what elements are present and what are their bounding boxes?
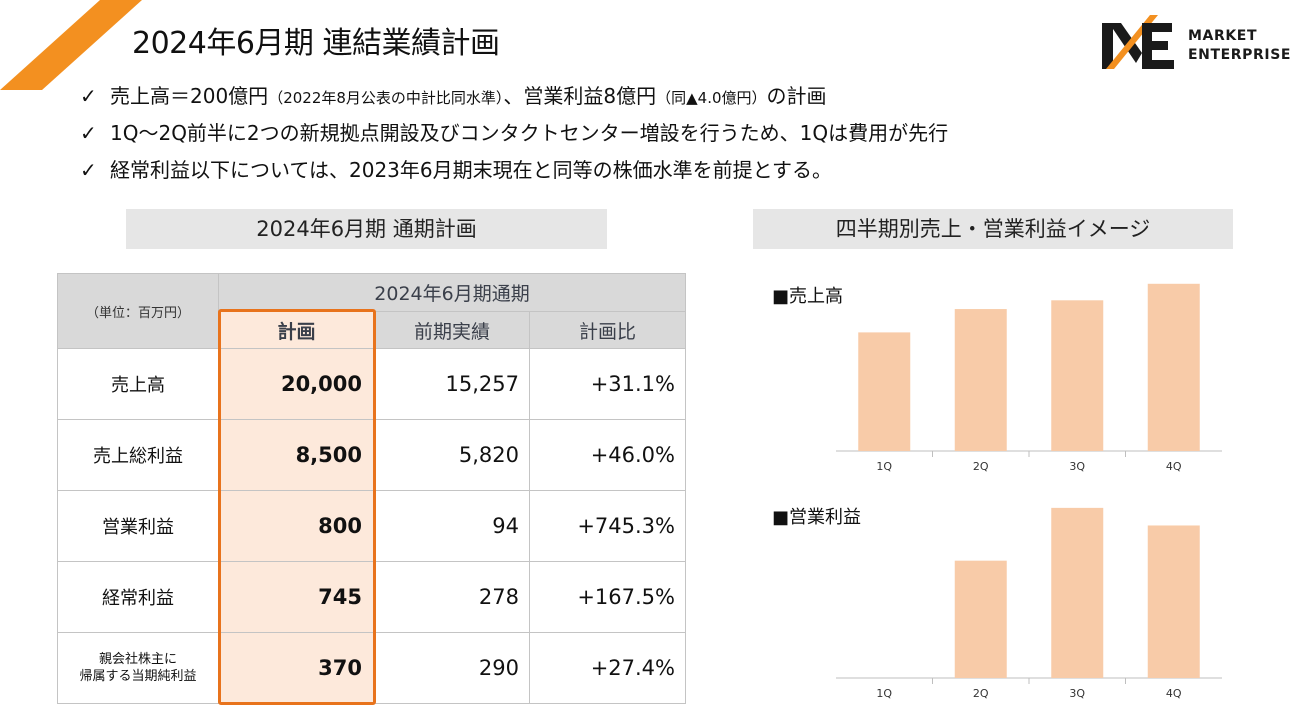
ratio-value: +27.4%: [529, 632, 686, 704]
x-tick-label: 2Q: [973, 687, 989, 700]
prev-value: 290: [374, 632, 530, 704]
bar-3Q: [1051, 507, 1104, 678]
sales-chart-title: ■売上高: [772, 286, 844, 307]
logo-mark-icon: [1102, 15, 1174, 69]
x-tick-label: 2Q: [973, 460, 989, 473]
logo-line-1: MARKET: [1188, 28, 1258, 44]
ratio-value: +167.5%: [529, 561, 686, 633]
x-tick-label: 3Q: [1069, 687, 1085, 700]
x-tick-label: 3Q: [1069, 460, 1085, 473]
bar-4Q: [1147, 283, 1200, 451]
plan-value: 20,000: [218, 348, 375, 420]
table-row: 営業利益 800 94 +745.3%: [57, 490, 686, 562]
row-label: 売上高: [57, 348, 219, 420]
table-row: 売上高 20,000 15,257 +31.1%: [57, 348, 686, 420]
table-row: 親会社株主に 帰属する当期純利益 370 290 +27.4%: [57, 632, 686, 704]
row-label: 経常利益: [57, 561, 219, 633]
table-row: 経常利益 745 278 +167.5%: [57, 561, 686, 633]
bar-4Q: [1147, 525, 1200, 678]
bullet-1-mid: 、営業利益8億円: [503, 84, 657, 108]
bar-3Q: [1051, 300, 1104, 451]
bullet-1-post: の計画: [766, 84, 827, 108]
prev-value: 94: [374, 490, 530, 562]
bar-1Q: [858, 332, 911, 451]
column-header-plan: 計画: [218, 311, 375, 349]
prev-value: 5,820: [374, 419, 530, 491]
quarterly-image-label: 四半期別売上・営業利益イメージ: [753, 209, 1233, 249]
x-tick-label: 1Q: [876, 460, 892, 473]
op-profit-bar-chart: 1Q 2Q 3Q 4Q: [836, 507, 1222, 700]
prev-value: 15,257: [374, 348, 530, 420]
row-label-line-1: 親会社株主に: [98, 652, 177, 667]
column-header-prev: 前期実績: [374, 311, 530, 349]
bar-2Q: [954, 309, 1007, 451]
annual-plan-table: （単位：百万円） 2024年6月期通期 計画 前期実績 計画比 売上高 20,0…: [57, 273, 686, 704]
row-label: 営業利益: [57, 490, 219, 562]
plan-value: 745: [218, 561, 375, 633]
column-header-ratio: 計画比: [529, 311, 686, 349]
logo-line-2: ENTERPRISE: [1188, 47, 1292, 63]
row-label-line-2: 帰属する当期純利益: [79, 669, 197, 684]
row-label: 親会社株主に 帰属する当期純利益: [57, 632, 219, 704]
company-logo: MARKET ENTERPRISE: [1096, 15, 1306, 73]
bullet-2-text: 1Q～2Q前半に2つの新規拠点開設及びコンタクトセンター増設を行うため、1Qは費…: [110, 121, 949, 145]
ratio-value: +745.3%: [529, 490, 686, 562]
sales-bar-chart: 1Q 2Q 3Q 4Q: [836, 283, 1222, 473]
bullet-3: ✓ 経常利益以下については、2023年6月期末現在と同等の株価水準を前提とする。: [80, 154, 948, 191]
bullet-3-text: 経常利益以下については、2023年6月期末現在と同等の株価水準を前提とする。: [110, 158, 833, 182]
check-icon: ✓: [80, 121, 97, 145]
prev-value: 278: [374, 561, 530, 633]
plan-value: 8,500: [218, 419, 375, 491]
annual-plan-label: 2024年6月期 通期計画: [126, 209, 607, 249]
row-label: 売上総利益: [57, 419, 219, 491]
ratio-value: +46.0%: [529, 419, 686, 491]
table-row: 売上総利益 8,500 5,820 +46.0%: [57, 419, 686, 491]
bullet-2: ✓ 1Q～2Q前半に2つの新規拠点開設及びコンタクトセンター増設を行うため、1Q…: [80, 117, 948, 154]
corner-accent-stripe: [0, 0, 142, 90]
x-tick-label: 4Q: [1166, 460, 1182, 473]
group-header: 2024年6月期通期: [218, 273, 686, 312]
x-tick-label: 1Q: [876, 687, 892, 700]
check-icon: ✓: [80, 158, 97, 182]
x-tick-label: 4Q: [1166, 687, 1182, 700]
logo-text: MARKET ENTERPRISE: [1188, 27, 1291, 65]
plan-value: 370: [218, 632, 375, 704]
bullet-1-pre: 売上高＝200億円: [110, 84, 269, 108]
ratio-value: +31.1%: [529, 348, 686, 420]
op-profit-chart-title: ■営業利益: [772, 507, 862, 528]
bar-2Q: [954, 560, 1007, 678]
bullet-1: ✓ 売上高＝200億円（2022年8月公表の中計比同水準）、営業利益8億円（同▲…: [80, 80, 948, 117]
unit-label: （単位：百万円）: [57, 273, 219, 349]
check-icon: ✓: [80, 84, 97, 108]
bullet-1-note-2: （同▲4.0億円）: [656, 89, 767, 107]
plan-value: 800: [218, 490, 375, 562]
bullet-1-note-1: （2022年8月公表の中計比同水準）: [268, 89, 504, 107]
summary-bullets: ✓ 売上高＝200億円（2022年8月公表の中計比同水準）、営業利益8億円（同▲…: [80, 80, 948, 191]
page-title: 2024年6月期 連結業績計画: [132, 26, 500, 61]
